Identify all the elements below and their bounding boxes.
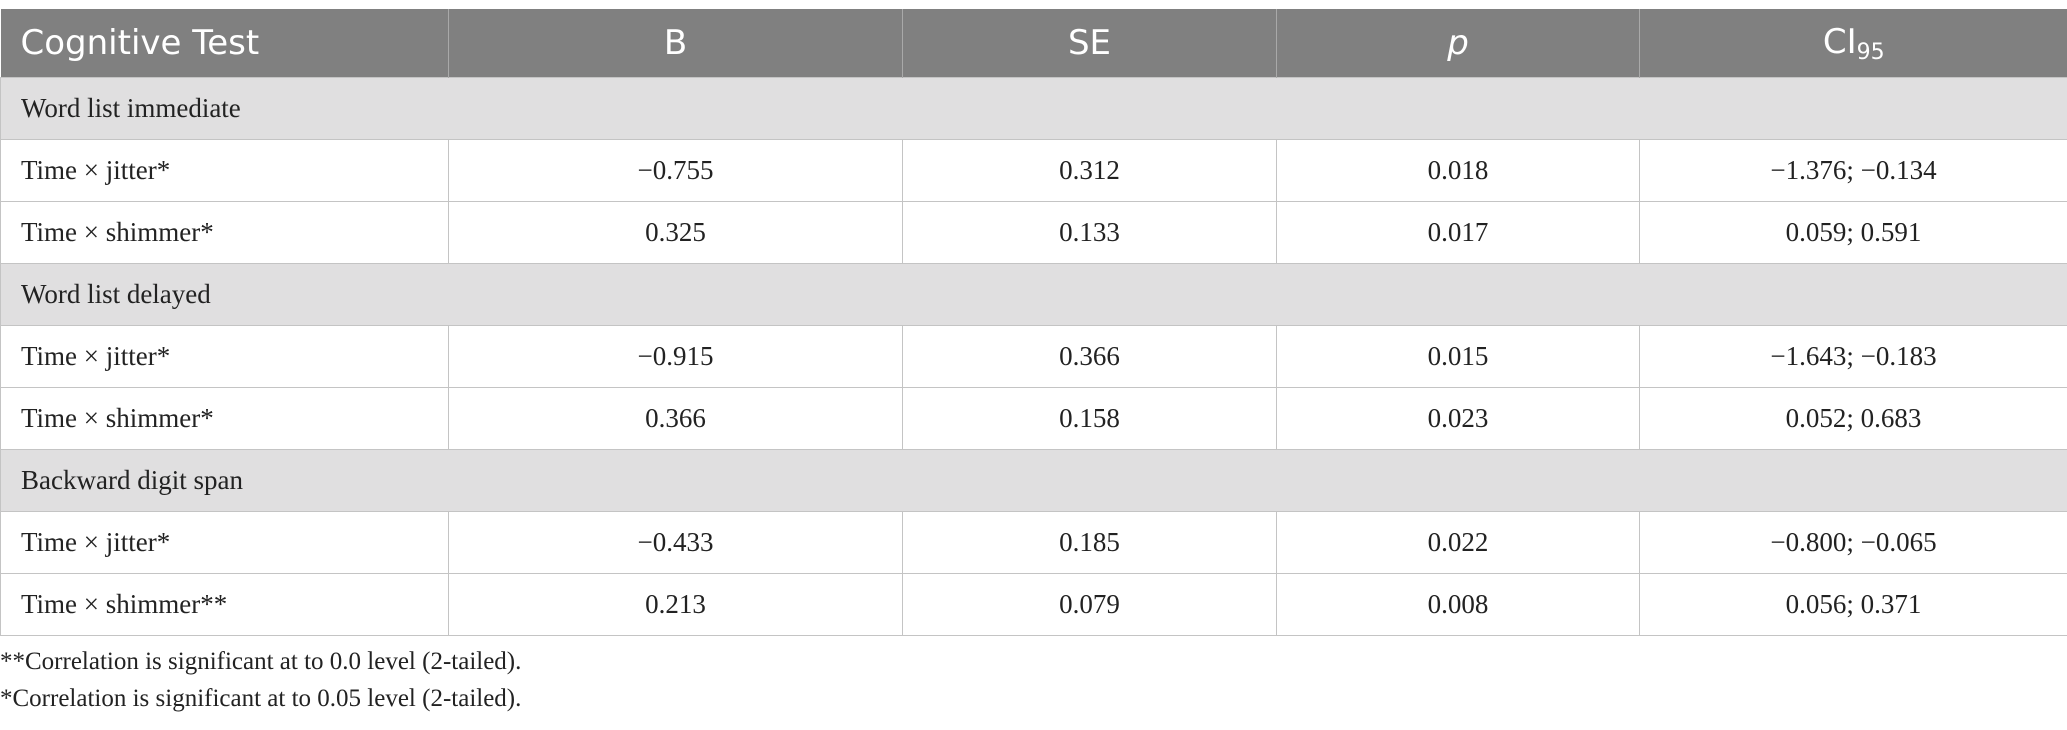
- table-body: Word list immediate Time × jitter* −0.755 0…: [0, 77, 2067, 636]
- data-row: Time × jitter* −0.915 0.366 0.015 −1.643; −0…: [0, 325, 2067, 388]
- header-cell: B: [448, 9, 903, 78]
- cell: Time × jitter*: [0, 139, 449, 202]
- header-cell: SE: [902, 9, 1277, 78]
- cell: 0.017: [1276, 201, 1640, 264]
- group-title: Word list immediate: [0, 77, 2067, 140]
- cell: −1.376; −0.134: [1639, 139, 2067, 202]
- cell: 0.312: [902, 139, 1277, 202]
- cell: −0.433: [448, 511, 903, 574]
- data-row: Time × shimmer* 0.325 0.133 0.017 0.059; 0.5…: [0, 201, 2067, 264]
- group-title: Word list delayed: [0, 263, 2067, 326]
- results-table: Cognitive Test B SE p CI95 Word list immedia…: [0, 9, 2067, 636]
- cell: 0.018: [1276, 139, 1640, 202]
- cell: 0.079: [902, 573, 1277, 636]
- cell: 0.023: [1276, 387, 1640, 450]
- cell: 0.158: [902, 387, 1277, 450]
- cell: −0.755: [448, 139, 903, 202]
- header-cell: CI95: [1639, 9, 2067, 78]
- header-cell: Cognitive Test: [0, 9, 449, 78]
- header-subscript: 95: [1856, 39, 1885, 65]
- footnote: *Correlation is significant at to 0.05 l…: [0, 685, 522, 712]
- data-row: Time × jitter* −0.755 0.312 0.018 −1.376; −0…: [0, 139, 2067, 202]
- cell: 0.052; 0.683: [1639, 387, 2067, 450]
- cell: 0.366: [902, 325, 1277, 388]
- group-row: Backward digit span: [0, 449, 2067, 512]
- cell: 0.366: [448, 387, 903, 450]
- cell: −0.915: [448, 325, 903, 388]
- cell: −0.800; −0.065: [1639, 511, 2067, 574]
- cell: Time × shimmer*: [0, 387, 449, 450]
- data-row: Time × jitter* −0.433 0.185 0.022 −0.800; −0…: [0, 511, 2067, 574]
- data-row: Time × shimmer* 0.366 0.158 0.023 0.052; 0.6…: [0, 387, 2067, 450]
- cell: Time × shimmer*: [0, 201, 449, 264]
- group-title: Backward digit span: [0, 449, 2067, 512]
- cell: 0.133: [902, 201, 1277, 264]
- header-row: Cognitive Test B SE p CI95: [0, 9, 2067, 78]
- cell: Time × jitter*: [0, 325, 449, 388]
- group-row: Word list delayed: [0, 263, 2067, 326]
- cell: 0.056; 0.371: [1639, 573, 2067, 636]
- cell: 0.059; 0.591: [1639, 201, 2067, 264]
- header-text: CI: [1822, 21, 1857, 62]
- cell: Time × jitter*: [0, 511, 449, 574]
- cell: 0.022: [1276, 511, 1640, 574]
- cell: Time × shimmer**: [0, 573, 449, 636]
- group-row: Word list immediate: [0, 77, 2067, 140]
- cell: −1.643; −0.183: [1639, 325, 2067, 388]
- cell: 0.185: [902, 511, 1277, 574]
- data-row: Time × shimmer** 0.213 0.079 0.008 0.056; 0.…: [0, 573, 2067, 636]
- footnote: **Correlation is significant at to 0.0 l…: [0, 648, 522, 675]
- header-cell: p: [1276, 9, 1640, 78]
- cell: 0.008: [1276, 573, 1640, 636]
- cell: 0.213: [448, 573, 903, 636]
- cell: 0.325: [448, 201, 903, 264]
- cell: 0.015: [1276, 325, 1640, 388]
